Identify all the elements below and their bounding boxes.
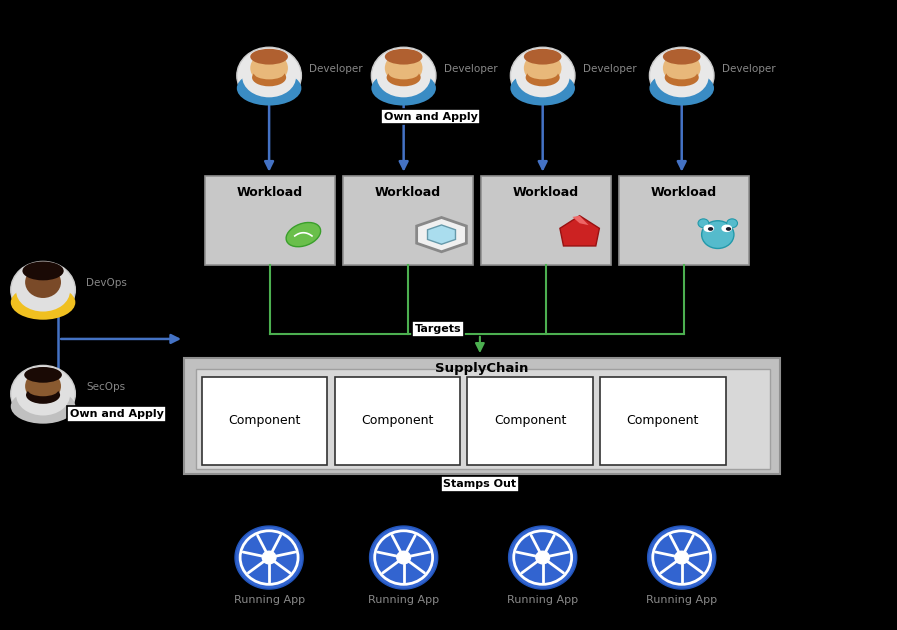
Ellipse shape [250, 49, 288, 64]
Circle shape [721, 224, 732, 232]
Text: Developer: Developer [583, 64, 637, 74]
Text: Own and Apply: Own and Apply [70, 409, 163, 419]
Polygon shape [560, 215, 599, 246]
Ellipse shape [242, 57, 296, 98]
FancyBboxPatch shape [335, 377, 460, 465]
Text: Workload: Workload [513, 186, 579, 198]
Ellipse shape [396, 551, 411, 564]
Ellipse shape [262, 551, 276, 564]
Text: Running App: Running App [368, 595, 440, 605]
Text: Workload: Workload [237, 186, 302, 198]
FancyBboxPatch shape [196, 369, 770, 469]
Ellipse shape [649, 71, 714, 106]
Ellipse shape [524, 52, 562, 84]
Polygon shape [572, 215, 588, 225]
Ellipse shape [663, 52, 701, 84]
Ellipse shape [510, 47, 575, 104]
Ellipse shape [25, 370, 61, 402]
Text: Developer: Developer [444, 64, 498, 74]
Circle shape [708, 227, 713, 231]
Ellipse shape [371, 71, 436, 106]
Circle shape [703, 224, 714, 232]
Polygon shape [370, 526, 438, 589]
Ellipse shape [536, 551, 550, 564]
Text: Developer: Developer [309, 64, 363, 74]
Text: Workload: Workload [375, 186, 440, 198]
Ellipse shape [516, 57, 570, 98]
Ellipse shape [377, 57, 431, 98]
Ellipse shape [250, 52, 288, 84]
Ellipse shape [237, 47, 301, 104]
Text: SupplyChain: SupplyChain [435, 362, 529, 375]
FancyBboxPatch shape [202, 377, 327, 465]
FancyBboxPatch shape [343, 176, 473, 265]
Ellipse shape [24, 367, 62, 382]
Ellipse shape [16, 374, 70, 416]
Text: Running App: Running App [233, 595, 305, 605]
Ellipse shape [252, 69, 286, 86]
Ellipse shape [526, 69, 560, 86]
Ellipse shape [510, 71, 575, 106]
Ellipse shape [26, 386, 60, 404]
Ellipse shape [388, 67, 419, 79]
Ellipse shape [701, 220, 734, 248]
FancyBboxPatch shape [184, 358, 780, 474]
Text: Stamps Out: Stamps Out [443, 479, 517, 489]
FancyBboxPatch shape [481, 176, 611, 265]
Ellipse shape [25, 266, 61, 298]
Text: Targets: Targets [414, 324, 461, 334]
Polygon shape [428, 225, 456, 244]
Ellipse shape [22, 261, 64, 280]
Polygon shape [416, 217, 466, 252]
Circle shape [726, 227, 731, 231]
Ellipse shape [371, 47, 436, 104]
Text: Component: Component [229, 415, 300, 427]
Ellipse shape [727, 219, 737, 227]
Ellipse shape [11, 389, 75, 424]
Ellipse shape [675, 551, 689, 564]
Ellipse shape [237, 71, 301, 106]
Ellipse shape [254, 67, 284, 79]
Polygon shape [648, 526, 716, 589]
FancyBboxPatch shape [467, 377, 593, 465]
Text: DevOps: DevOps [86, 278, 127, 289]
Text: Component: Component [627, 415, 699, 427]
Ellipse shape [663, 49, 701, 64]
Text: Component: Component [361, 415, 433, 427]
Ellipse shape [385, 52, 422, 84]
Ellipse shape [11, 365, 75, 422]
Text: Running App: Running App [507, 595, 579, 605]
Text: Workload: Workload [651, 186, 717, 198]
Ellipse shape [11, 285, 75, 319]
Ellipse shape [698, 219, 709, 227]
Ellipse shape [16, 271, 70, 312]
Polygon shape [509, 526, 577, 589]
Ellipse shape [527, 67, 558, 79]
Text: SecOps: SecOps [86, 382, 126, 392]
Text: Component: Component [494, 415, 566, 427]
Ellipse shape [286, 222, 320, 247]
Ellipse shape [28, 384, 58, 396]
Ellipse shape [385, 49, 422, 64]
Ellipse shape [11, 261, 75, 318]
Ellipse shape [665, 69, 699, 86]
Ellipse shape [524, 49, 562, 64]
FancyBboxPatch shape [600, 377, 726, 465]
Ellipse shape [387, 69, 421, 86]
Ellipse shape [649, 47, 714, 104]
Text: Developer: Developer [722, 64, 776, 74]
Text: Running App: Running App [646, 595, 718, 605]
Text: Own and Apply: Own and Apply [384, 112, 477, 122]
FancyBboxPatch shape [619, 176, 749, 265]
FancyBboxPatch shape [205, 176, 335, 265]
Ellipse shape [655, 57, 709, 98]
Ellipse shape [666, 67, 697, 79]
Polygon shape [235, 526, 303, 589]
